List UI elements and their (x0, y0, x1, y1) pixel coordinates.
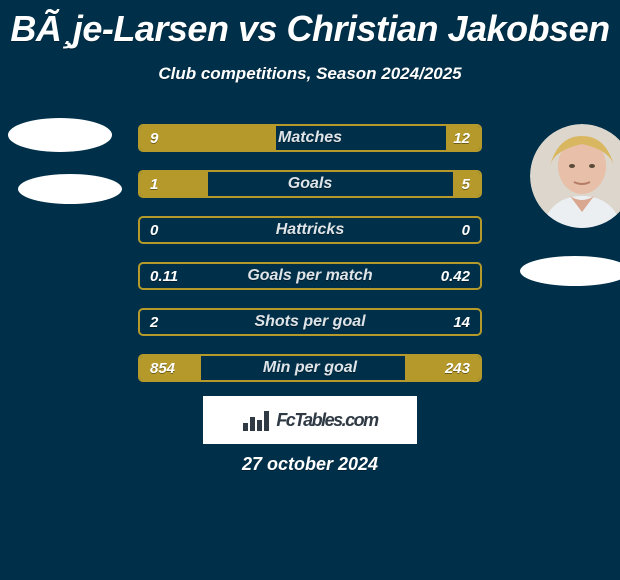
stat-label: Hattricks (140, 218, 480, 242)
stat-row: 9 Matches 12 (138, 124, 482, 152)
stat-row: 2 Shots per goal 14 (138, 308, 482, 336)
stat-value-right: 5 (452, 172, 480, 196)
stat-row: 0 Hattricks 0 (138, 216, 482, 244)
stat-value-right: 12 (443, 126, 480, 150)
left-avatar-placeholder-1 (8, 118, 112, 152)
left-avatar-placeholder-2 (18, 174, 122, 204)
stat-row: 1 Goals 5 (138, 170, 482, 198)
stats-rows: 9 Matches 12 1 Goals 5 0 Hattricks 0 0.1… (138, 124, 482, 400)
logo-bars-icon (242, 409, 270, 431)
stat-value-right: 0.42 (431, 264, 480, 288)
logo-text: FcTables.com (276, 410, 377, 431)
subtitle: Club competitions, Season 2024/2025 (0, 64, 620, 84)
logo-plate: FcTables.com (203, 396, 417, 444)
stat-row: 0.11 Goals per match 0.42 (138, 262, 482, 290)
stat-label: Goals per match (140, 264, 480, 288)
stat-row: 854 Min per goal 243 (138, 354, 482, 382)
stat-label: Matches (140, 126, 480, 150)
date-caption: 27 october 2024 (0, 454, 620, 475)
stat-label: Goals (140, 172, 480, 196)
right-avatar-shadow (520, 256, 620, 286)
stat-value-right: 0 (452, 218, 480, 242)
right-avatar (530, 124, 620, 228)
stat-value-right: 243 (435, 356, 480, 380)
stat-label: Shots per goal (140, 310, 480, 334)
stat-value-right: 14 (443, 310, 480, 334)
page-title: BÃ¸je-Larsen vs Christian Jakobsen (0, 0, 620, 50)
stat-label: Min per goal (140, 356, 480, 380)
